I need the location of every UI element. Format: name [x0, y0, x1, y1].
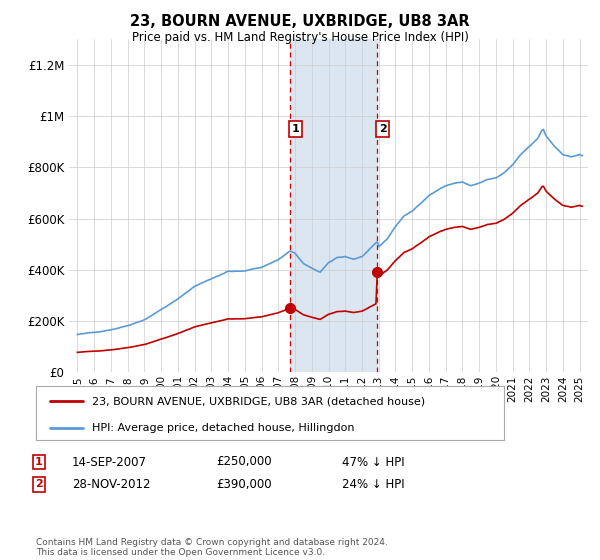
Text: 1: 1: [292, 124, 299, 134]
Text: £390,000: £390,000: [216, 478, 272, 491]
Text: £250,000: £250,000: [216, 455, 272, 469]
Text: HPI: Average price, detached house, Hillingdon: HPI: Average price, detached house, Hill…: [92, 423, 355, 433]
Text: 1: 1: [35, 457, 43, 467]
Text: 2: 2: [379, 124, 386, 134]
Text: 14-SEP-2007: 14-SEP-2007: [72, 455, 147, 469]
Text: 24% ↓ HPI: 24% ↓ HPI: [342, 478, 404, 491]
Text: 23, BOURN AVENUE, UXBRIDGE, UB8 3AR (detached house): 23, BOURN AVENUE, UXBRIDGE, UB8 3AR (det…: [92, 396, 425, 407]
Text: 2: 2: [35, 479, 43, 489]
Text: 23, BOURN AVENUE, UXBRIDGE, UB8 3AR: 23, BOURN AVENUE, UXBRIDGE, UB8 3AR: [130, 14, 470, 29]
Text: 47% ↓ HPI: 47% ↓ HPI: [342, 455, 404, 469]
Text: 28-NOV-2012: 28-NOV-2012: [72, 478, 151, 491]
Bar: [290, 39, 377, 372]
Text: Contains HM Land Registry data © Crown copyright and database right 2024.
This d: Contains HM Land Registry data © Crown c…: [36, 538, 388, 557]
Text: Price paid vs. HM Land Registry's House Price Index (HPI): Price paid vs. HM Land Registry's House …: [131, 31, 469, 44]
